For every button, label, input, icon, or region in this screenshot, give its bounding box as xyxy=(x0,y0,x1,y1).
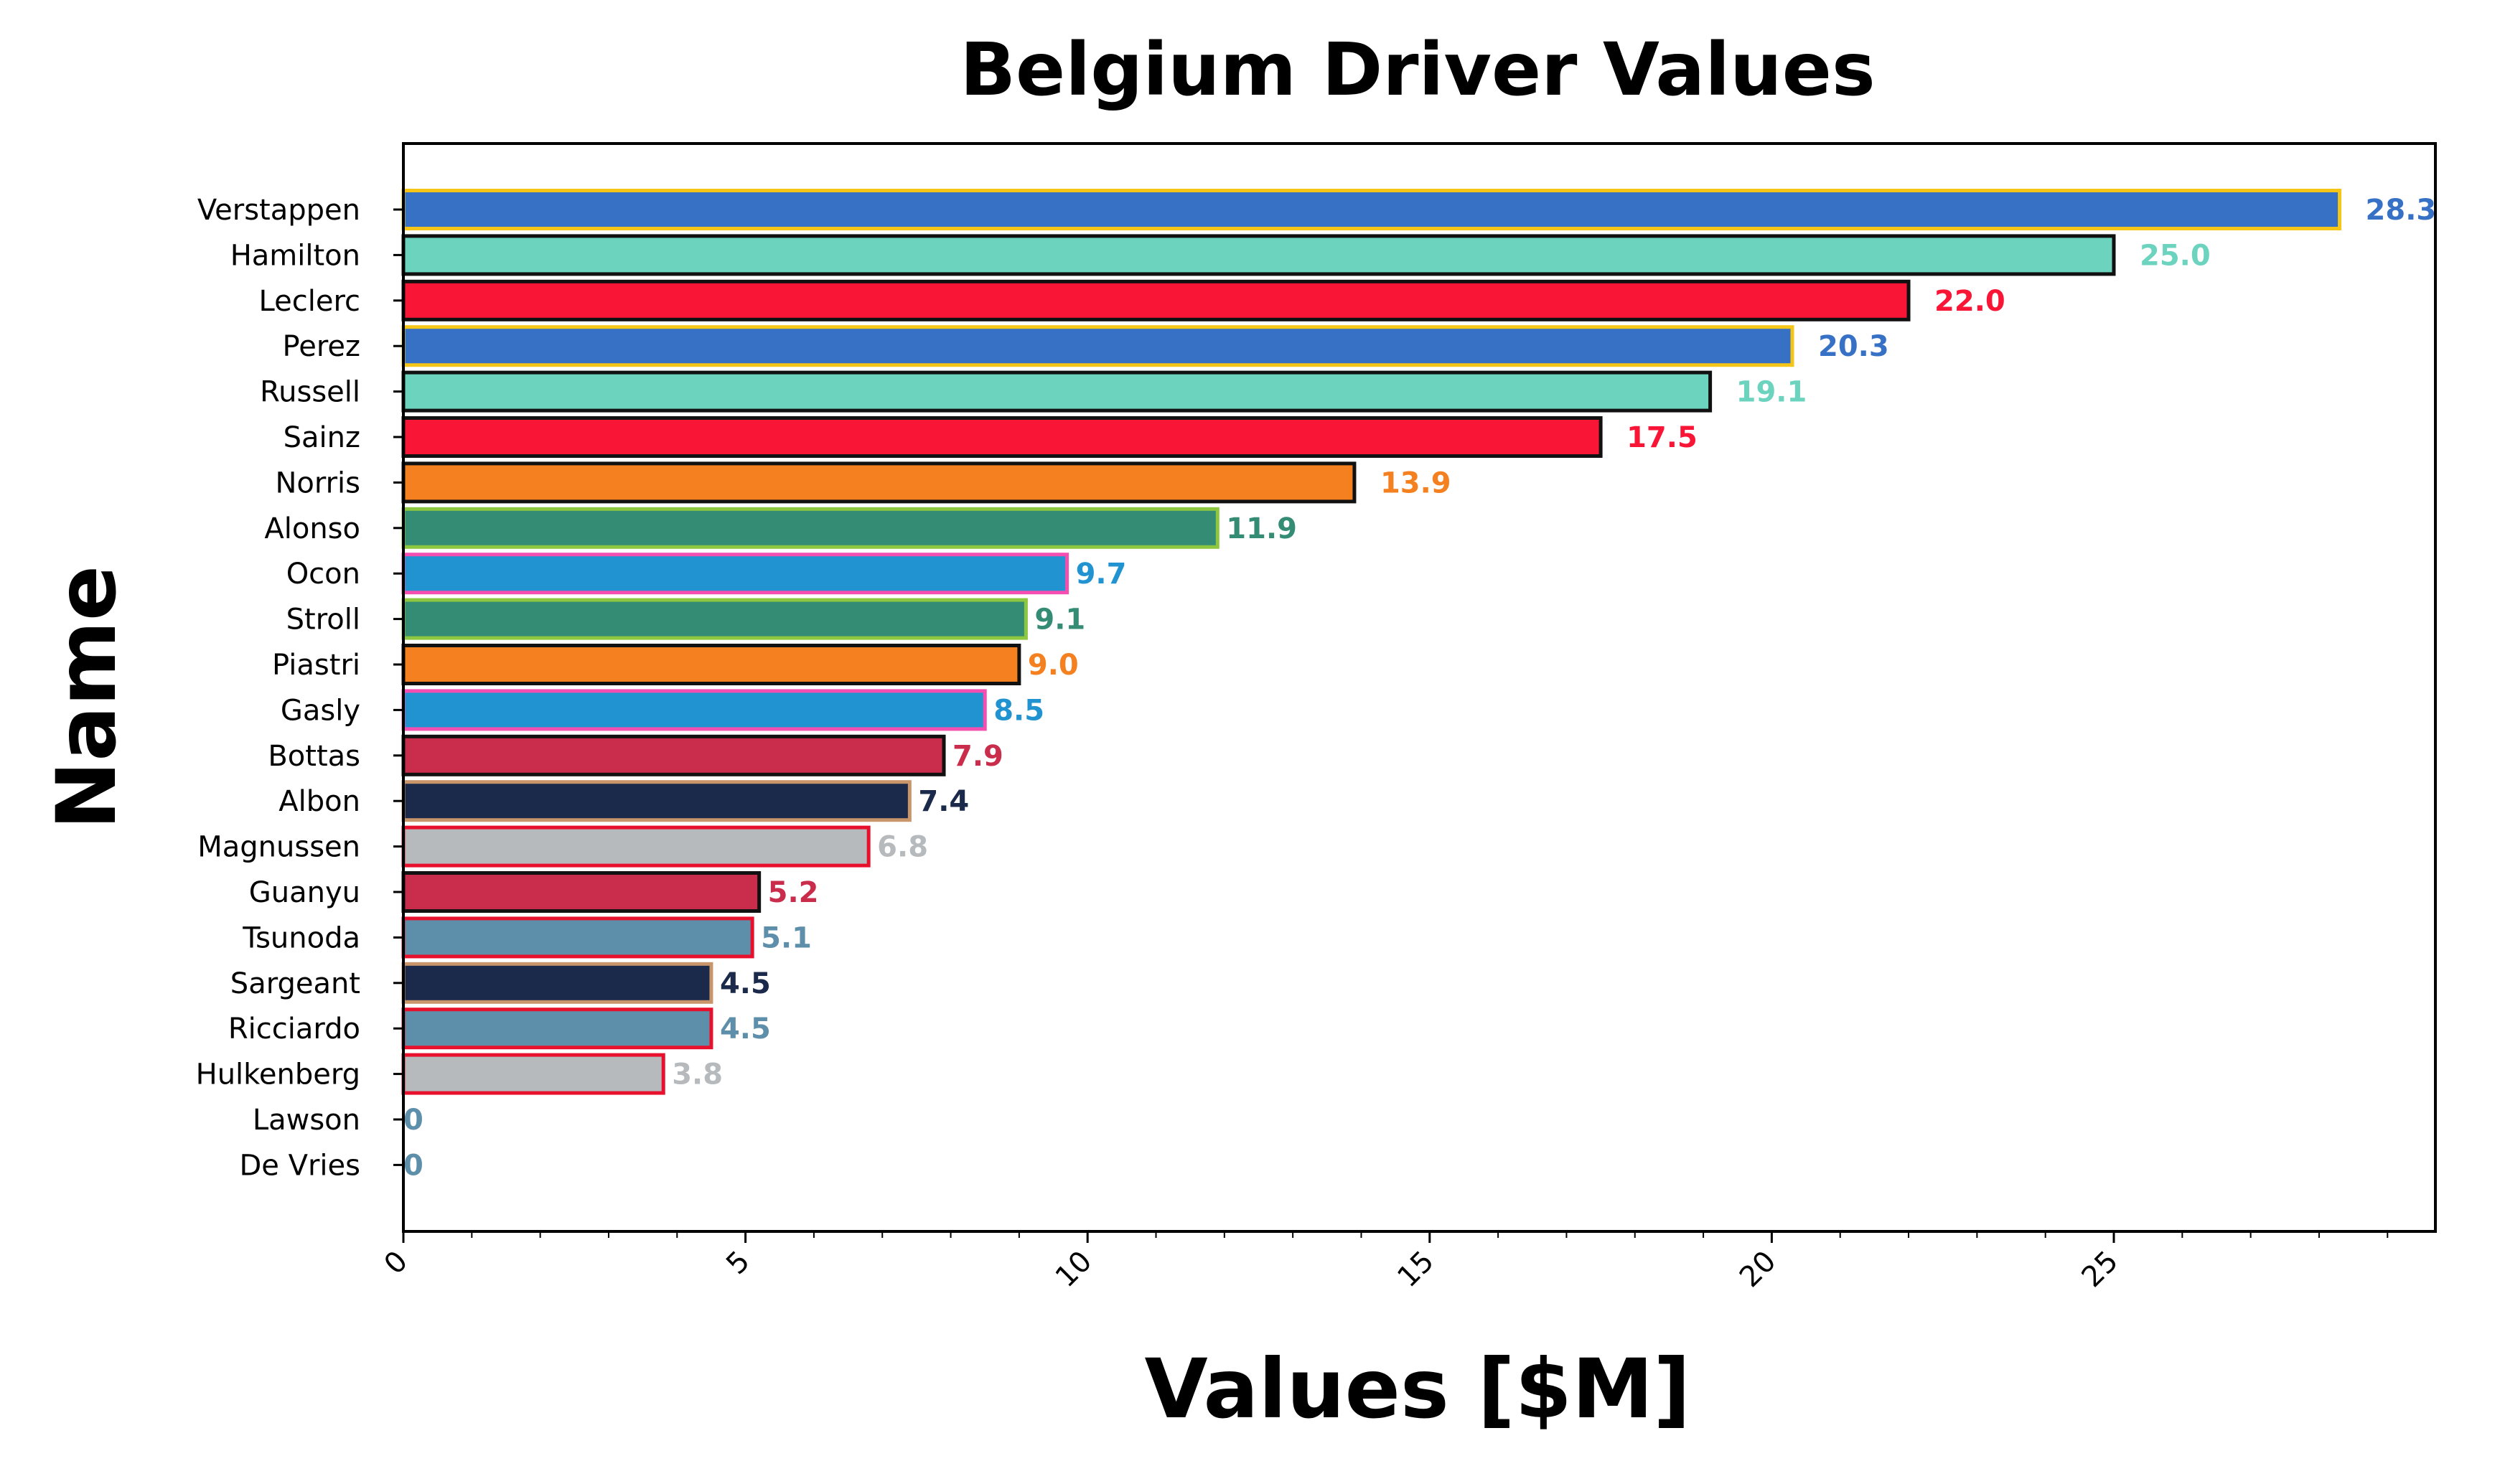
x-axis-label: Values [$M] xyxy=(1145,1341,1691,1437)
bar xyxy=(401,734,946,776)
bar xyxy=(401,871,762,913)
bar xyxy=(401,780,912,822)
bar-value-label: 5.1 xyxy=(761,921,812,954)
chart-title: Belgium Driver Values xyxy=(960,27,1875,113)
bar-value-label: 7.4 xyxy=(918,785,969,818)
y-tick-label: Russell xyxy=(260,376,360,409)
bar-value-label: 11.9 xyxy=(1226,512,1297,545)
y-tick-label: Ricciardo xyxy=(228,1013,360,1046)
x-tick-label: 20 xyxy=(1733,1245,1783,1295)
y-tick-label: Norris xyxy=(275,466,360,499)
y-tick-label: Piastri xyxy=(272,649,360,682)
y-tick-label: Magnussen xyxy=(197,831,360,864)
bar xyxy=(401,825,871,868)
y-tick-label: Guanyu xyxy=(249,876,360,909)
bar-value-label: 13.9 xyxy=(1380,466,1451,499)
bar xyxy=(401,325,1794,367)
bar-value-label: 17.5 xyxy=(1626,421,1698,454)
y-tick-label: Hulkenberg xyxy=(196,1058,360,1091)
y-axis-label: Name xyxy=(39,565,134,830)
bar xyxy=(401,1008,713,1050)
bar xyxy=(401,279,1911,321)
x-tick-label: 5 xyxy=(720,1245,757,1282)
y-tick-label: Bottas xyxy=(268,740,360,773)
bar-value-label: 7.9 xyxy=(952,740,1003,773)
bar-value-label: 3.8 xyxy=(672,1058,723,1091)
bar xyxy=(401,916,754,959)
bar xyxy=(401,553,1069,595)
bar-value-label: 9.7 xyxy=(1076,558,1127,591)
y-tick-label: Hamilton xyxy=(230,239,360,272)
y-tick-label: Ocon xyxy=(286,558,360,591)
y-tick-label: Tsunoda xyxy=(242,921,360,954)
bar xyxy=(401,461,1357,504)
plot-area: Verstappen 28.3 Hamilton 25.0 Leclerc 22.0 Per… xyxy=(196,142,2437,1295)
bar xyxy=(401,598,1028,640)
bar xyxy=(401,189,2342,230)
bar xyxy=(401,1053,665,1095)
bar-value-label: 9.1 xyxy=(1034,604,1085,637)
x-tick-label: 0 xyxy=(378,1245,415,1282)
y-tick-label: Sainz xyxy=(284,421,360,454)
y-tick-label: Lawson xyxy=(253,1104,360,1137)
bar xyxy=(401,962,713,1004)
x-tick-label: 10 xyxy=(1049,1245,1099,1295)
bar xyxy=(401,507,1219,549)
y-tick-label: Verstappen xyxy=(197,194,360,227)
bar-value-label: 0 xyxy=(403,1149,423,1182)
bar-value-label: 0 xyxy=(403,1104,423,1137)
y-tick-label: Leclerc xyxy=(259,285,360,318)
bar-value-label: 5.2 xyxy=(768,876,819,909)
bar-value-label: 28.3 xyxy=(2366,194,2437,227)
y-tick-label: Gasly xyxy=(281,694,360,727)
bar-value-label: 25.0 xyxy=(2140,239,2211,272)
bar xyxy=(401,689,987,731)
y-tick-label: Alonso xyxy=(264,512,360,545)
bar-value-label: 6.8 xyxy=(877,831,928,864)
x-tick-label: 25 xyxy=(2076,1245,2125,1295)
y-tick-label: Sargeant xyxy=(230,967,360,1000)
x-tick-label: 15 xyxy=(1391,1245,1441,1295)
bar-value-label: 8.5 xyxy=(993,694,1044,727)
bar-value-label: 22.0 xyxy=(1934,285,2005,318)
bar xyxy=(401,644,1021,685)
bar-value-label: 9.0 xyxy=(1028,649,1079,682)
bar xyxy=(401,370,1713,413)
plot-frame xyxy=(402,142,2437,1233)
bar-value-label: 4.5 xyxy=(720,967,771,1000)
y-tick-label: De Vries xyxy=(240,1149,361,1182)
y-tick-label: Stroll xyxy=(286,604,360,637)
bar xyxy=(401,234,2116,276)
bar-value-label: 19.1 xyxy=(1736,376,1807,409)
y-tick-label: Albon xyxy=(278,785,360,818)
bar xyxy=(401,416,1603,458)
y-tick-label: Perez xyxy=(283,330,360,363)
bar-value-label: 4.5 xyxy=(720,1013,771,1046)
bar-value-label: 20.3 xyxy=(1818,330,1889,363)
